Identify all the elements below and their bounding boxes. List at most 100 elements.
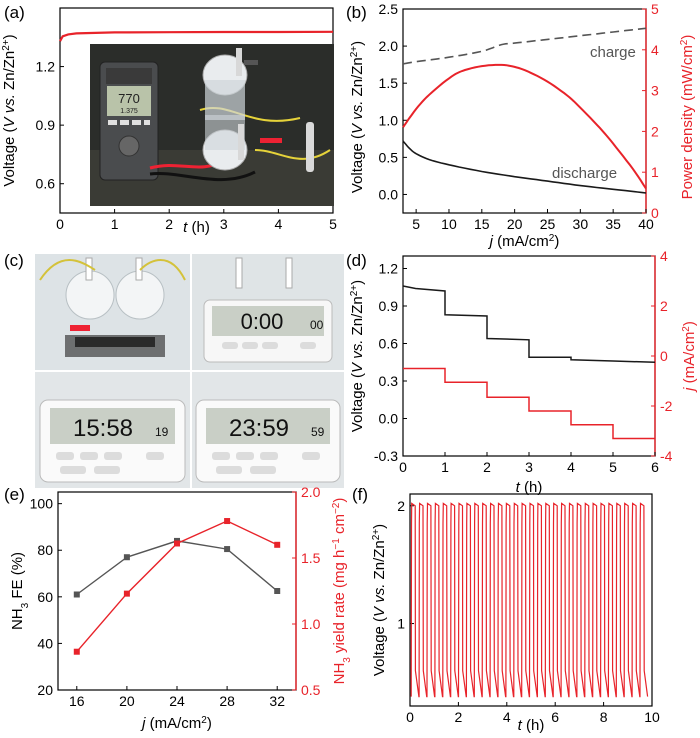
timer-2-display: 15:58 [73,415,133,442]
x-tick-label: 4 [275,216,283,232]
y-right-tick-label: 1.5 [301,550,321,566]
y-tick-label: 0.0 [379,411,399,427]
x-tick-label: 2 [483,459,491,475]
panel-d: (d) 0 1 2 3 4 5 6 -0.3 0.0 0.3 0.6 0.9 1.2 -4 -2 0 2 4 t (… [346,248,698,496]
y-axis-label: NH3 FE (%) [9,552,31,630]
y-tick-label: -0.3 [374,448,398,464]
x-tick-label: 32 [269,693,285,709]
data-point [224,518,231,525]
data-point [73,591,80,598]
panel-label-d: (d) [346,251,367,270]
series-charge [402,27,647,65]
x-tick-label: 28 [219,693,235,709]
x-tick-label: 8 [600,709,608,725]
y-tick-label: 0.3 [379,373,399,389]
y-tick-label: 1.2 [36,59,56,75]
data-point [123,590,130,597]
y-tick-label: 0.6 [36,176,56,192]
panel-c: (c) 0:00 00 [4,251,344,488]
data-point [123,554,130,561]
y-tick-label: 1.5 [379,75,399,91]
x-tick-label: 3 [525,459,533,475]
y-axis-label: Voltage (V vs. Zn/Zn2+) [349,280,367,432]
photo-c-timer-1: 0:00 00 [192,254,344,370]
x-tick-label: 20 [507,216,523,232]
y-right-axis-label: Power density (mW/cm2) [679,35,697,200]
data-point [224,546,231,553]
x-axis-label: t (h) [183,219,210,236]
x-tick-label: 16 [69,693,85,709]
y-right-tick-label: 4 [660,248,668,264]
photo-c-cell [35,254,190,370]
x-tick-label: 6 [551,709,559,725]
timer-3-display: 23:59 [229,415,289,442]
y-tick-label: 1.2 [379,261,399,277]
x-tick-label: 3 [220,216,228,232]
panel-label-f: (f) [352,485,368,504]
panel-label-a: (a) [4,3,25,22]
x-tick-label: 25 [540,216,556,232]
y-right-tick-label: 1.0 [301,616,321,632]
x-axis-label: t (h) [518,717,545,734]
annotation-charge: charge [590,44,636,61]
series-voltage [402,285,656,364]
timer-3-seconds: 59 [311,425,325,439]
x-tick-label: 10 [644,709,660,725]
x-tick-label: 2 [165,216,173,232]
x-tick-label: 6 [651,459,659,475]
x-tick-label: 0 [399,459,407,475]
data-point [274,588,281,594]
photo-inset-a: 770 1.375 [90,44,334,206]
timer-1-seconds: 00 [310,318,324,332]
y-right-axis-label: NH3 yield rate (mg h−1 cm−2) [331,498,353,685]
data-point [174,540,180,547]
x-tick-label: 10 [441,216,457,232]
y-tick-label: 100 [30,496,54,512]
x-axis-label: j (mA/cm2) [488,233,560,251]
data-point [274,541,281,548]
y-tick-label: 0.6 [379,336,399,352]
x-tick-label: 30 [573,216,589,232]
series-current-density [403,367,655,440]
y-right-axis-label: j (mA/cm2) [681,321,699,393]
y-tick-label: 2.5 [379,1,399,17]
x-tick-label: 5 [412,216,420,232]
y-right-tick-label: 4 [651,42,659,58]
x-tick-label: 0 [406,709,414,725]
y-right-tick-label: 0 [660,348,668,364]
photo-c-timer-2: 15:58 19 [35,372,190,488]
timer-2-seconds: 19 [155,425,169,439]
y-tick-label: 20 [37,682,53,698]
annotation-discharge: discharge [552,165,617,182]
y-tick-label: 0.9 [36,117,56,133]
y-tick-label: 0.5 [379,149,399,165]
y-right-tick-label: 2 [660,298,668,314]
plot-frame [409,493,653,707]
series-voltage-cycling [410,502,649,698]
multimeter: 770 1.375 [99,61,159,181]
x-tick-label: 5 [609,459,617,475]
y-right-tick-label: 1 [651,164,659,180]
y-right-tick-label: 2.0 [301,484,321,500]
y-tick-label: 1.0 [379,112,399,128]
photo-c-timer-3: 23:59 59 [192,372,344,488]
plot-frame [57,491,297,691]
y-right-tick-label: 2 [651,123,659,139]
x-tick-label: 4 [567,459,575,475]
panel-e: (e) 16 20 24 28 32 20 40 60 80 100 0.5 1.0 1.5 2.0 j (… [4,484,353,732]
y-axis-label: Voltage (V vs. Zn/Zn2+) [1,34,19,186]
x-tick-label: 15 [474,216,490,232]
x-tick-label: 0 [56,216,64,232]
panel-label-e: (e) [4,485,25,504]
y-tick-label: 1 [397,616,405,632]
x-tick-label: 40 [638,216,654,232]
panel-b: (b) 5 10 15 20 25 30 35 400.00.51.01.52.02.5012… [346,1,696,250]
plot-a: 0 1 2 3 4 5 0.6 0.9 1.2 t (h) Voltage (V vs. Zn/Zn… [1,7,337,236]
x-tick-label: 24 [169,693,185,709]
y-right-tick-label: 5 [651,1,659,17]
y-right-tick-label: 0 [651,205,659,221]
y-right-tick-label: -4 [660,448,673,464]
series-power-density [402,63,647,190]
y-axis-label: Voltage (V vs. Zn/Zn2+) [349,41,367,193]
